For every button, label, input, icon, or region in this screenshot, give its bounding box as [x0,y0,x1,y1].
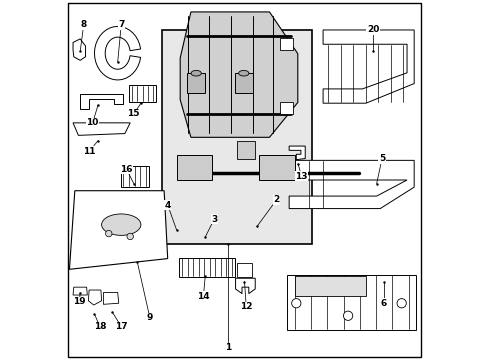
Text: 8: 8 [81,20,87,29]
Text: 9: 9 [146,313,153,322]
Bar [129,85,156,102]
Bar [287,275,415,330]
Text: 3: 3 [211,215,217,224]
Bar [258,155,294,180]
Text: 12: 12 [240,302,252,311]
Circle shape [343,311,352,320]
Polygon shape [323,30,413,103]
Bar [187,73,205,93]
Bar [279,39,292,50]
Polygon shape [94,26,141,80]
Bar [179,257,234,277]
Text: 4: 4 [164,201,170,210]
Text: 15: 15 [127,109,140,118]
Polygon shape [73,123,130,135]
Ellipse shape [191,71,201,76]
Ellipse shape [102,214,141,235]
Bar [162,30,312,244]
Polygon shape [80,94,123,109]
Circle shape [127,233,133,240]
Bar [121,166,149,187]
Bar [237,263,251,277]
Text: 17: 17 [115,322,127,331]
Text: 2: 2 [273,195,279,204]
Polygon shape [103,293,119,304]
Text: 18: 18 [93,322,106,331]
Ellipse shape [238,71,248,76]
Text: 14: 14 [197,292,209,301]
Polygon shape [235,278,255,294]
Polygon shape [73,39,85,60]
Text: 5: 5 [378,154,385,163]
Text: 16: 16 [120,165,133,174]
Polygon shape [88,290,102,305]
Circle shape [396,298,406,308]
Polygon shape [69,191,167,269]
Text: 11: 11 [82,147,95,156]
Bar [279,103,292,114]
Polygon shape [288,160,413,208]
Text: 6: 6 [380,299,386,308]
Text: 13: 13 [295,172,307,181]
Text: 19: 19 [73,297,85,306]
Polygon shape [73,287,87,295]
Text: 1: 1 [225,343,231,352]
Bar [294,276,365,296]
Text: 10: 10 [86,118,99,127]
Text: 7: 7 [118,20,124,29]
Text: 20: 20 [366,26,379,35]
Circle shape [291,298,300,308]
Bar [176,155,212,180]
Circle shape [105,230,112,237]
Bar [237,141,255,158]
Polygon shape [180,12,297,137]
Polygon shape [288,146,305,159]
Bar [234,73,252,93]
